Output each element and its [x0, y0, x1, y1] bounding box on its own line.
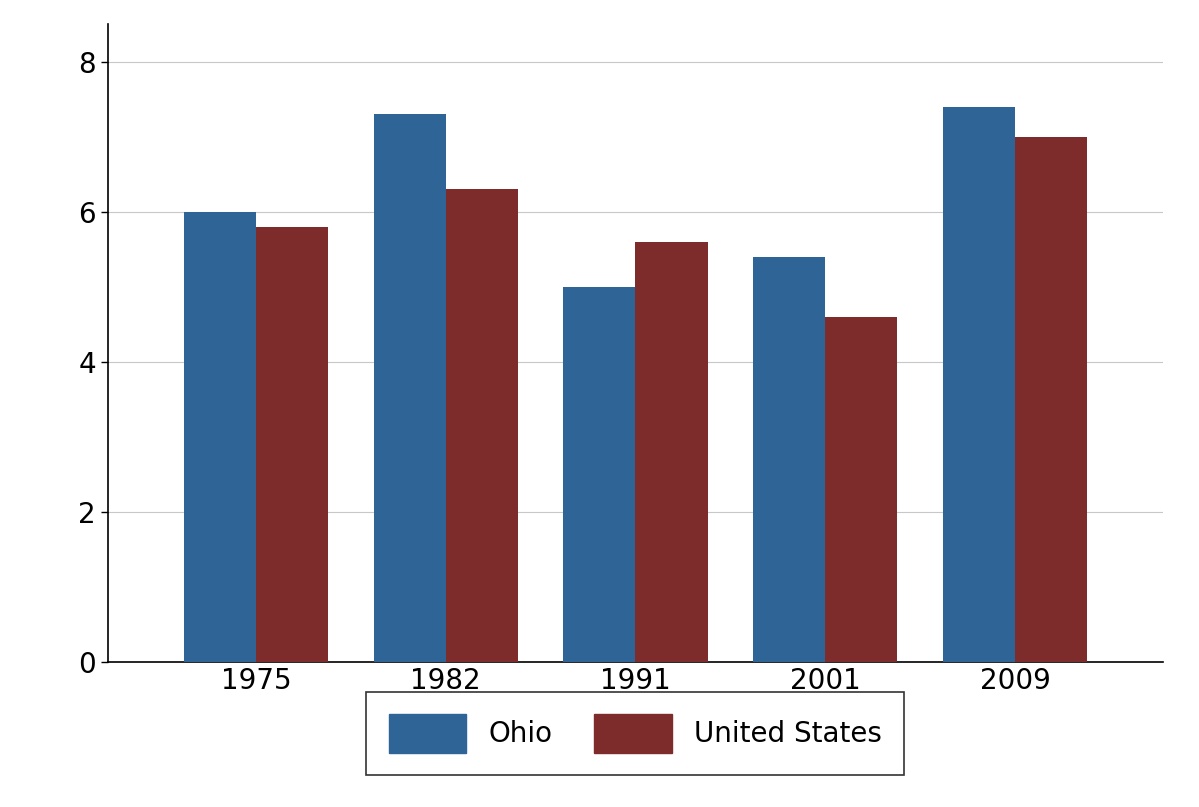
Bar: [183, 211, 255, 662]
Bar: [825, 316, 897, 662]
Bar: [635, 242, 707, 662]
Bar: [446, 189, 518, 662]
Bar: [1016, 136, 1087, 662]
Bar: [564, 286, 635, 662]
Legend: Ohio, United States: Ohio, United States: [367, 692, 904, 776]
Bar: [753, 257, 825, 662]
Bar: [374, 115, 446, 662]
Bar: [255, 227, 329, 662]
Bar: [942, 107, 1016, 662]
